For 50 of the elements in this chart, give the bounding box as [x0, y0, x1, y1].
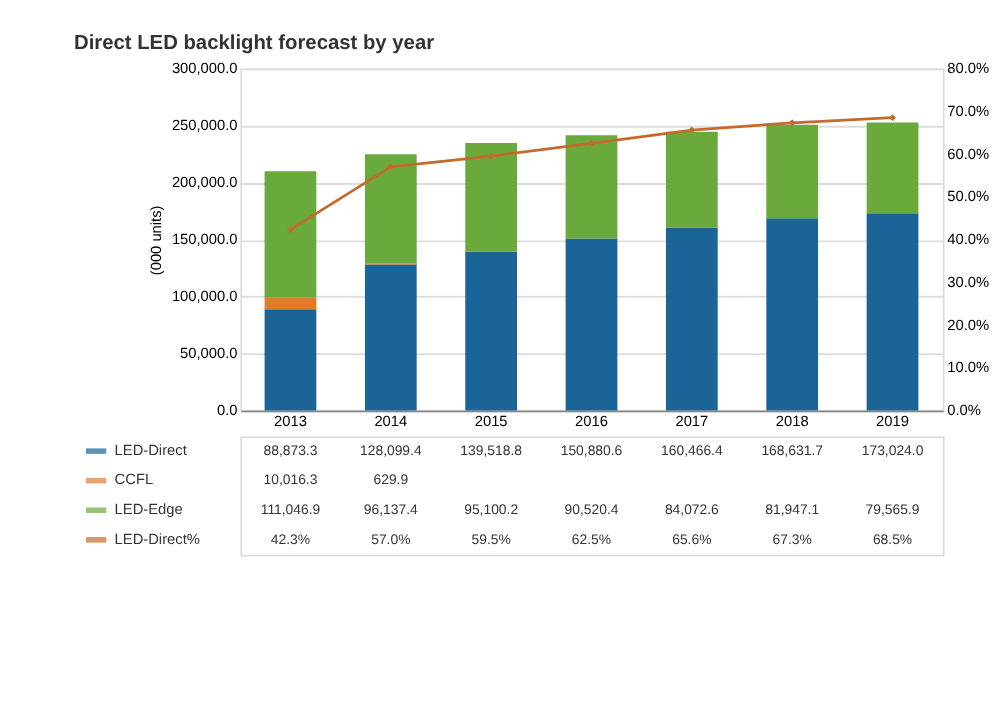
bar — [264, 309, 317, 411]
y-tick-label: 250,000.0 — [171, 116, 238, 135]
y2-tick-label: 50.0% — [947, 187, 991, 206]
x-tick-label: 2018 — [775, 412, 809, 431]
y2-tick-label: 40.0% — [947, 230, 991, 249]
line-series — [287, 114, 896, 234]
bar — [866, 213, 919, 411]
bar — [264, 297, 317, 310]
point — [287, 226, 294, 234]
bar — [364, 154, 417, 264]
point — [588, 139, 595, 147]
point — [688, 126, 696, 134]
legend-label: LED-Edge — [114, 499, 183, 518]
chart-title: Direct LED backlight forecast by year — [73, 33, 435, 56]
bar — [465, 251, 518, 411]
x-tick-label: 2014 — [374, 412, 408, 431]
x-tick-label: 2019 — [876, 412, 909, 431]
y2-tick-label: 10.0% — [947, 358, 991, 377]
x-tick-label: 2013 — [274, 412, 307, 431]
y2-tick-label: 20.0% — [947, 315, 991, 334]
y2-tick-label: 60.0% — [947, 144, 991, 163]
bar — [866, 122, 919, 214]
y-tick-label: 200,000.0 — [171, 173, 238, 192]
legend-label: CCFL — [114, 470, 154, 489]
bar — [264, 171, 317, 298]
x-tick-label: 2017 — [675, 412, 709, 431]
bar — [565, 135, 618, 239]
y2-tick-label: 70.0% — [947, 101, 991, 120]
y2-tick-label: 30.0% — [947, 272, 991, 291]
y-axis-title: (000 units) — [146, 205, 165, 276]
y-tick-label: 150,000.0 — [171, 230, 238, 249]
point — [889, 114, 896, 122]
x-tick-label: 2015 — [474, 412, 508, 431]
bar — [565, 238, 618, 411]
y-tick-label: 300,000.0 — [171, 59, 238, 78]
bar — [364, 264, 417, 411]
y2-tick-label: 80.0% — [947, 59, 991, 78]
bar — [665, 227, 718, 411]
bar — [465, 143, 518, 252]
bar — [766, 218, 819, 411]
y-tick-label: 100,000.0 — [171, 287, 238, 306]
legend-label: LED-Direct% — [114, 529, 201, 548]
bar — [665, 131, 718, 228]
legend-label: LED-Direct — [114, 440, 187, 459]
y2-tick-label: 0.0% — [947, 401, 982, 420]
x-tick-label: 2016 — [575, 412, 608, 431]
bar — [766, 124, 819, 219]
point — [788, 119, 796, 127]
y-tick-label: 50,000.0 — [180, 344, 238, 363]
y-tick-label: 0.0 — [216, 401, 238, 420]
